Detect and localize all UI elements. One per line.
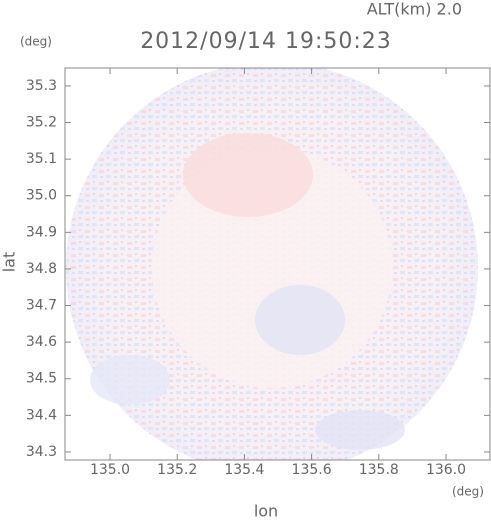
y-tick-label: 34.9 <box>26 224 57 240</box>
y-tick-label: 34.3 <box>26 444 57 460</box>
x-tick-label: 135.4 <box>224 462 264 478</box>
x-tick-label: 136.0 <box>426 462 466 478</box>
y-unit: (deg) <box>20 35 52 49</box>
y-tick-label: 34.6 <box>26 334 57 350</box>
x-tick-label: 135.2 <box>157 462 197 478</box>
x-tick-label: 135.8 <box>359 462 399 478</box>
x-unit: (deg) <box>452 485 484 499</box>
y-tick-label: 34.8 <box>26 261 57 277</box>
y-tick-label: 34.5 <box>26 371 57 387</box>
altitude-label: ALT(km) 2.0 <box>367 0 462 19</box>
y-tick-label: 35.1 <box>26 151 57 167</box>
x-axis-label: lon <box>254 502 278 521</box>
x-tick-label: 135.6 <box>292 462 332 478</box>
y-tick-label: 35.3 <box>26 78 57 94</box>
chart-title: 2012/09/14 19:50:23 <box>140 29 392 54</box>
y-tick-label: 34.4 <box>26 407 57 423</box>
x-tick-label: 135.0 <box>90 462 130 478</box>
y-axis-label: lat <box>0 252 19 273</box>
y-tick-label: 35.0 <box>26 188 57 204</box>
y-tick-label: 35.2 <box>26 115 57 131</box>
y-tick-label: 34.7 <box>26 298 57 314</box>
plot-frame <box>64 67 491 461</box>
radar-field <box>66 68 478 460</box>
